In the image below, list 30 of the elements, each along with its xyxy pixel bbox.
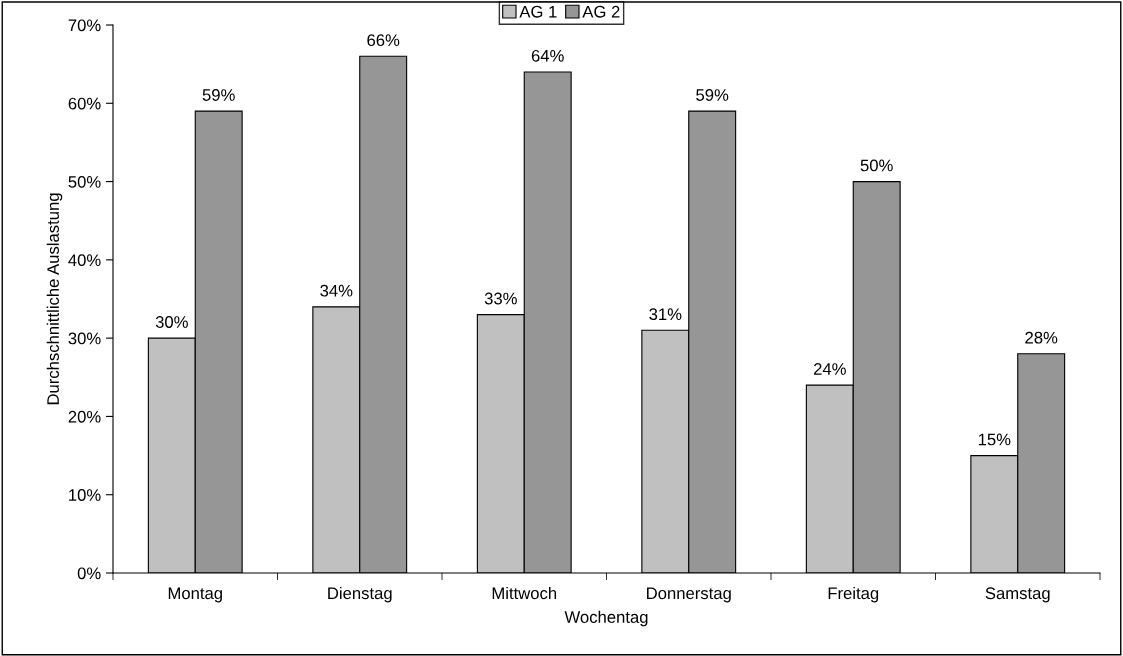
data-label: 34% xyxy=(320,284,353,297)
data-label: 28% xyxy=(1025,331,1058,344)
y-axis-title: Durchschnittliche Auslastung xyxy=(46,193,63,405)
x-tick-label: Dienstag xyxy=(328,586,392,603)
x-tick-label: Mittwoch xyxy=(492,586,557,600)
y-tick-label: 10% xyxy=(69,489,101,501)
y-tick-label: 20% xyxy=(68,410,101,423)
y-tick-label: 40% xyxy=(68,254,101,267)
x-tick-label: Freitag xyxy=(828,586,879,603)
data-label: 30% xyxy=(155,316,188,328)
data-label: 64% xyxy=(531,49,564,62)
data-label: 24% xyxy=(813,363,846,375)
x-tick-label: Samstag xyxy=(985,587,1050,603)
x-tick-label: Montag xyxy=(168,587,222,603)
data-label: 59% xyxy=(696,89,729,101)
data-label: 59% xyxy=(202,89,235,101)
data-label: 66% xyxy=(367,34,400,47)
legend-label: AG 2 xyxy=(582,5,620,18)
y-tick-label: 0% xyxy=(77,567,101,580)
y-tick-label: 70% xyxy=(68,19,101,32)
data-label: 50% xyxy=(860,159,893,172)
data-label: 33% xyxy=(484,292,517,305)
data-label: 15% xyxy=(978,433,1011,446)
legend-label: AG 1 xyxy=(519,5,557,18)
y-tick-label: 30% xyxy=(68,332,101,345)
data-label: 31% xyxy=(649,308,682,321)
y-tick-label: 60% xyxy=(68,97,101,110)
x-tick-label: Donnerstag xyxy=(647,587,731,603)
y-tick-label: 50% xyxy=(68,175,101,188)
x-axis-title: Wochentag xyxy=(564,610,648,627)
